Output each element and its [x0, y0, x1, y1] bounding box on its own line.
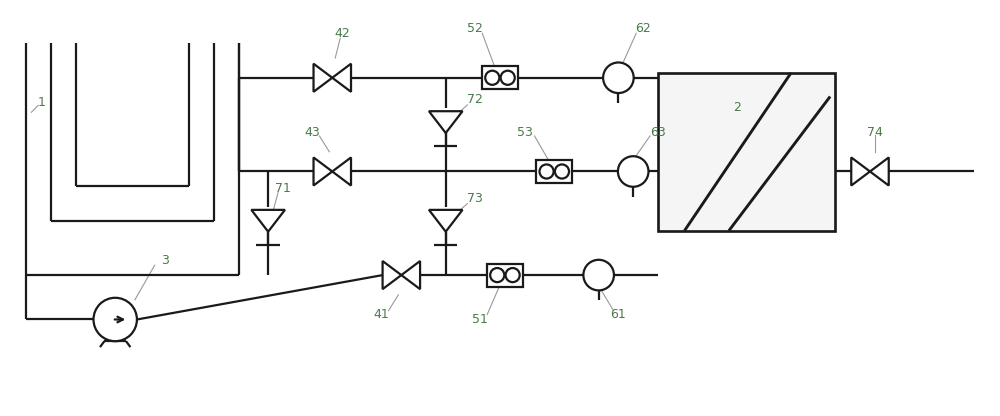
- Text: 74: 74: [867, 126, 883, 139]
- Text: 62: 62: [635, 22, 651, 35]
- Text: 2: 2: [733, 101, 741, 114]
- Text: 63: 63: [650, 126, 666, 139]
- Bar: [487, 264, 523, 287]
- Text: 71: 71: [275, 182, 291, 195]
- Text: 73: 73: [467, 192, 483, 205]
- Text: 51: 51: [472, 313, 488, 326]
- Text: 41: 41: [374, 308, 389, 321]
- Polygon shape: [851, 157, 870, 186]
- Bar: [658, 73, 835, 231]
- Circle shape: [603, 62, 634, 93]
- Bar: [536, 160, 572, 183]
- Polygon shape: [332, 157, 351, 186]
- Circle shape: [583, 260, 614, 290]
- Bar: [482, 66, 518, 89]
- Polygon shape: [870, 157, 889, 186]
- Circle shape: [94, 298, 137, 341]
- Text: 52: 52: [467, 22, 483, 35]
- Polygon shape: [401, 261, 420, 289]
- Polygon shape: [383, 261, 401, 289]
- Text: 3: 3: [161, 254, 168, 267]
- Polygon shape: [314, 64, 332, 92]
- Text: 61: 61: [611, 308, 626, 321]
- Circle shape: [618, 156, 648, 187]
- Polygon shape: [314, 157, 332, 186]
- Polygon shape: [429, 210, 463, 232]
- Polygon shape: [429, 111, 463, 133]
- Text: 42: 42: [334, 27, 350, 40]
- Text: 72: 72: [467, 94, 483, 106]
- Polygon shape: [332, 64, 351, 92]
- Text: 1: 1: [37, 96, 45, 109]
- Text: 43: 43: [305, 126, 320, 139]
- Polygon shape: [251, 210, 285, 232]
- Text: 53: 53: [517, 126, 533, 139]
